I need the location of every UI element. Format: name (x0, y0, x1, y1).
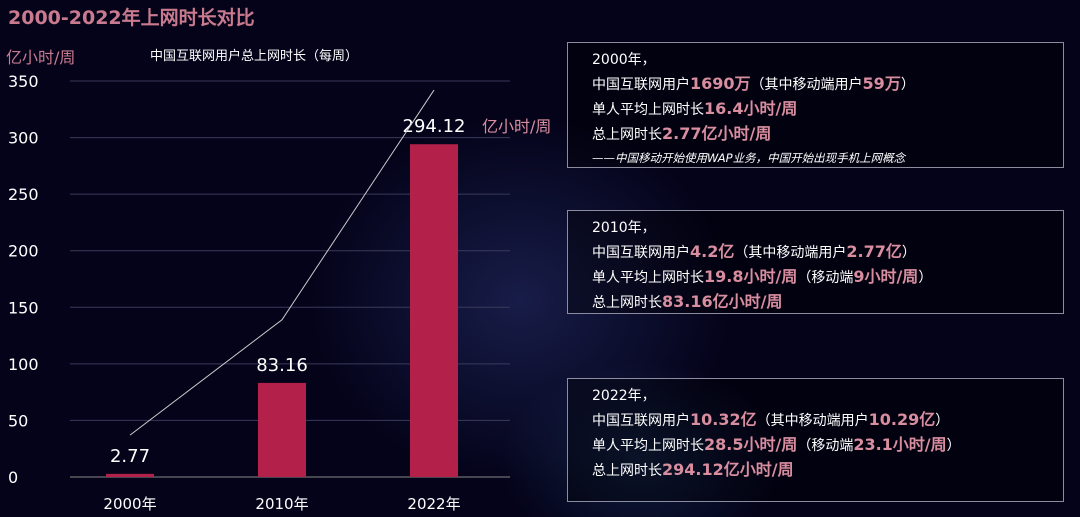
value: 2.77亿 (846, 242, 902, 261)
y-tick-label: 150 (8, 298, 39, 317)
y-tick-label: 50 (8, 411, 28, 430)
info-box-2010: 2010年， 中国互联网用户4.2亿（其中移动端用户2.77亿） 单人平均上网时… (567, 210, 1064, 314)
info-box-2022: 2022年， 中国互联网用户10.32亿（其中移动端用户10.29亿） 单人平均… (567, 378, 1064, 502)
trend-line (129, 89, 435, 436)
label: ） (901, 245, 916, 261)
users-line: 中国互联网用户1690万（其中移动端用户59万） (592, 72, 1063, 97)
info-box-2000: 2000年， 中国互联网用户1690万（其中移动端用户59万） 单人平均上网时长… (567, 42, 1064, 168)
bar (410, 144, 458, 477)
y-tick-label: 350 (8, 72, 39, 91)
x-tick-label: 2010年 (255, 495, 308, 513)
total-line: 总上网时长83.16亿小时/周 (592, 290, 1063, 315)
label: 单人平均上网时长 (592, 270, 704, 286)
value: 2.77亿小时/周 (662, 124, 772, 143)
box-year: 2022年， (592, 388, 656, 404)
page-title: 2000-2022年上网时长对比 (8, 7, 255, 29)
total-line: 总上网时长2.77亿小时/周 (592, 122, 1063, 147)
value: 294.12亿小时/周 (662, 460, 794, 479)
y-tick-label: 250 (8, 185, 39, 204)
note: ——中国移动开始使用WAP业务，中国开始出现手机上网概念 (592, 151, 906, 165)
label: （其中移动端用户 (756, 413, 869, 429)
data-label: 294.12 (403, 116, 466, 137)
label: ） (935, 413, 950, 429)
x-tick-label: 2022年 (407, 495, 460, 513)
value: 1690万 (690, 74, 751, 93)
avg-line: 单人平均上网时长19.8小时/周（移动端9小时/周） (592, 265, 1063, 290)
value: 28.5小时/周 (704, 435, 798, 454)
label: 总上网时长 (592, 295, 662, 311)
bar-chart: 0 50 100 150 200 250 300 350 2.77 2000年 83.16 2010年… (8, 72, 551, 513)
value: 23.1小时/周 (853, 435, 947, 454)
avg-line: 单人平均上网时长28.5小时/周（移动端23.1小时/周） (592, 433, 1063, 458)
label: （移动端 (797, 270, 854, 286)
data-label-unit: 亿小时/周 (482, 117, 551, 136)
bar (106, 473, 154, 477)
data-label: 83.16 (256, 355, 308, 376)
label: （其中移动端用户 (734, 245, 847, 261)
label: ） (946, 438, 961, 454)
y-tick-label: 300 (8, 129, 39, 148)
label: 单人平均上网时长 (592, 438, 704, 454)
label: ） (900, 77, 915, 93)
y-axis-label: 亿小时/周 (6, 48, 76, 67)
avg-line: 单人平均上网时长16.4小时/周 (592, 97, 1063, 122)
label: 中国互联网用户 (592, 77, 690, 93)
x-tick-label: 2000年 (103, 495, 156, 513)
y-tick-label: 0 (8, 468, 18, 487)
users-line: 中国互联网用户10.32亿（其中移动端用户10.29亿） (592, 408, 1063, 433)
value: 59万 (862, 74, 901, 93)
box-year: 2010年， (592, 220, 656, 236)
chart-title: 中国互联网用户总上网时长（每周） (150, 49, 359, 64)
value: 83.16亿小时/周 (662, 292, 783, 311)
total-line: 总上网时长294.12亿小时/周 (592, 458, 1063, 483)
value: 16.4小时/周 (704, 99, 798, 118)
label: 总上网时长 (592, 127, 662, 143)
label: 中国互联网用户 (592, 413, 690, 429)
value: 4.2亿 (690, 242, 735, 261)
bar (258, 382, 306, 477)
y-tick-label: 200 (8, 242, 39, 261)
label: 总上网时长 (592, 463, 662, 479)
y-tick-label: 100 (8, 355, 39, 374)
label: （移动端 (797, 438, 854, 454)
data-label: 2.77 (110, 446, 150, 467)
box-year: 2000年， (592, 52, 656, 68)
label: ） (918, 270, 933, 286)
label: 中国互联网用户 (592, 245, 690, 261)
value: 10.32亿 (690, 410, 757, 429)
users-line: 中国互联网用户4.2亿（其中移动端用户2.77亿） (592, 240, 1063, 265)
value: 9小时/周 (853, 267, 919, 286)
label: 单人平均上网时长 (592, 102, 704, 118)
value: 10.29亿 (868, 410, 936, 429)
value: 19.8小时/周 (704, 267, 798, 286)
label: （其中移动端用户 (750, 77, 863, 93)
